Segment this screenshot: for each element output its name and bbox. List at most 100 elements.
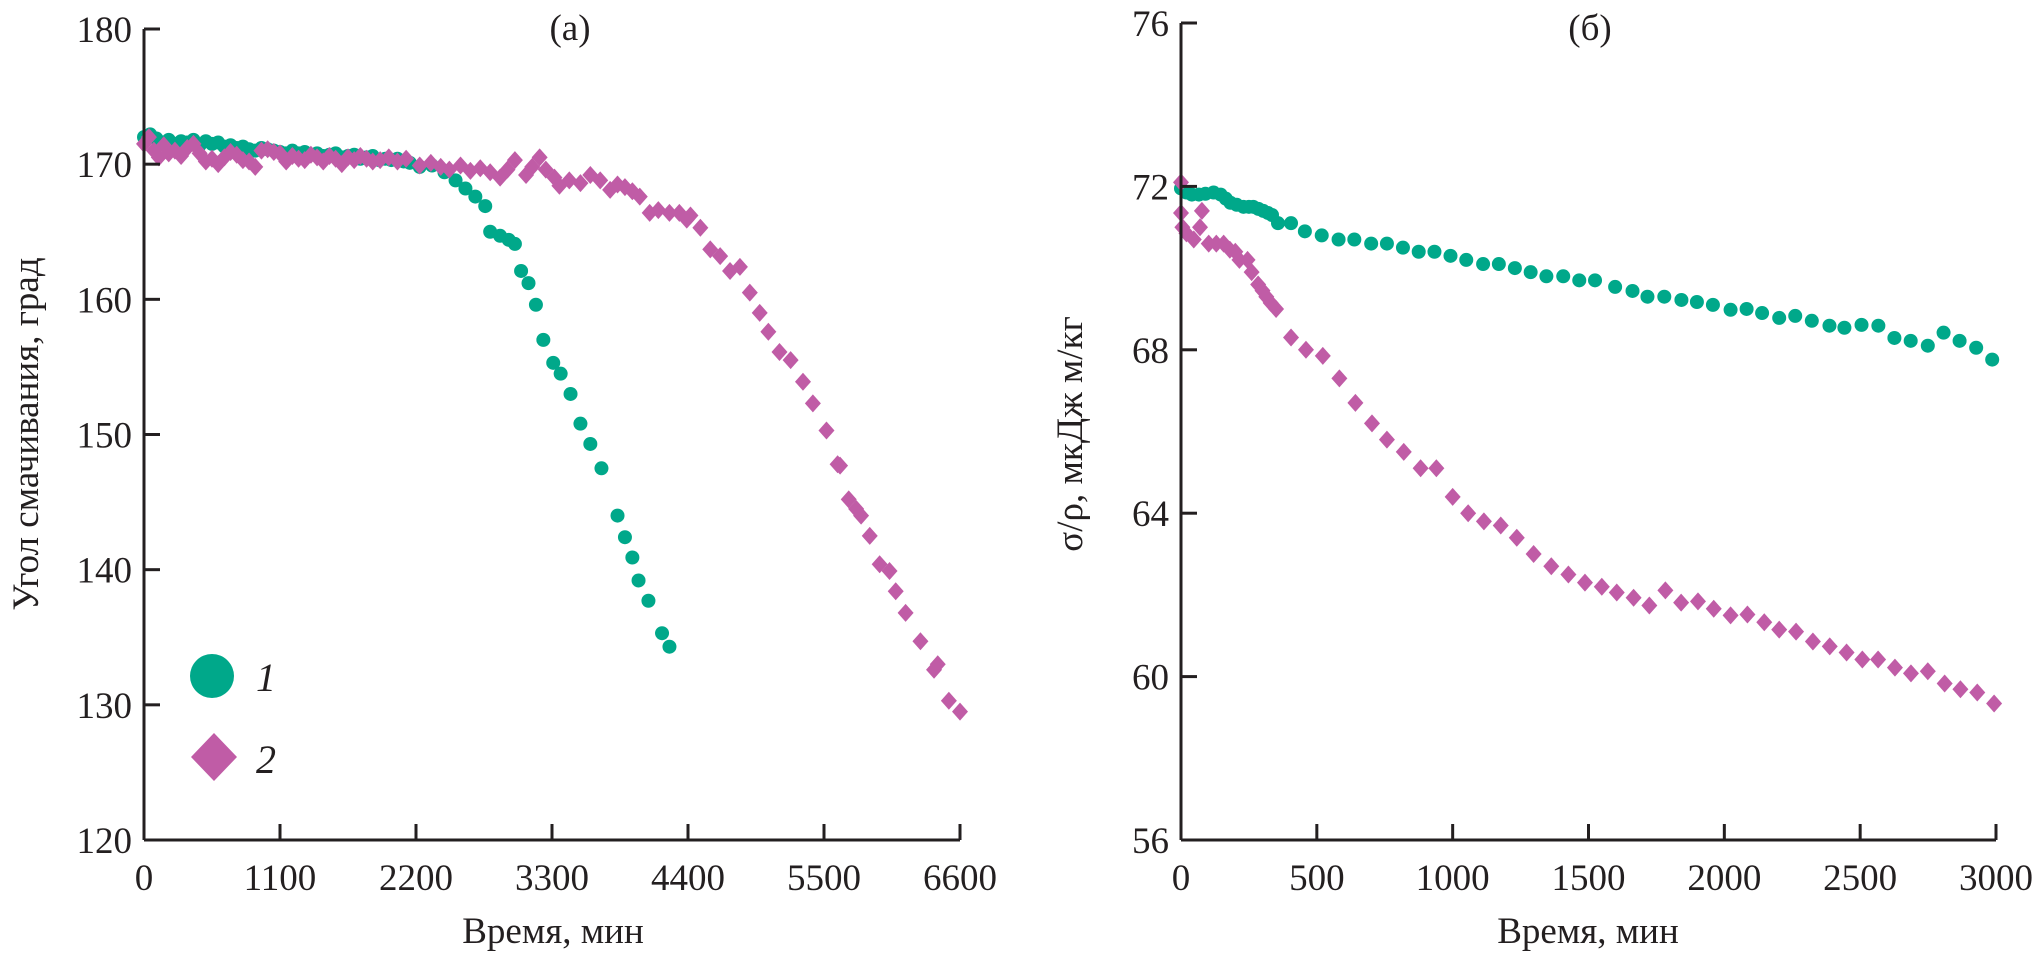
panel-a-series-2 <box>136 128 968 721</box>
panel-a-series-2-point <box>832 456 849 475</box>
panel-b-series-1-point <box>1969 340 1984 355</box>
panel-a-y-tick-label: 170 <box>77 145 133 186</box>
panel-b-y-axis-title: σ/ρ, мкДж м/кг <box>1050 316 1091 551</box>
panel-a-series-2-point <box>506 151 523 170</box>
panel-b-series-2-point <box>1902 664 1919 683</box>
panel-a-x-tick-label: 3300 <box>515 858 589 899</box>
panel-b-series-1-point <box>1539 269 1554 284</box>
panel-a-y-tick-label: 160 <box>77 280 133 321</box>
panel-a-series-1-point <box>553 366 568 381</box>
panel-a-y-axis-title: Угол смачивания, град <box>6 257 47 610</box>
panel-b-series-1 <box>1174 181 2000 367</box>
panel-b-series-1-point <box>1705 297 1720 312</box>
panel-b-series-2-point <box>1641 596 1658 615</box>
panel-b-x-tick-label: 1500 <box>1552 858 1626 899</box>
panel-b-series-2-point <box>1705 599 1722 618</box>
panel-b-series-2-point <box>1283 328 1300 347</box>
panel-b-series-1-point <box>1920 338 1935 353</box>
panel-b-series-2-point <box>1576 573 1593 592</box>
panel-b-series-1-point <box>1476 257 1491 272</box>
panel-a-x-tick-label: 6600 <box>923 858 997 899</box>
panel-a-series-2-point <box>897 603 914 622</box>
panel-b-series-1-point <box>1788 308 1803 323</box>
panel-b-series-1-point <box>1723 302 1738 317</box>
panel-a-series-2-point <box>661 203 678 222</box>
panel-b-series-1-point <box>1379 236 1394 251</box>
panel-b-series-1-point <box>1625 283 1640 298</box>
panel-a-y-tick-label: 180 <box>77 10 133 51</box>
panel-b-series-2-point <box>1331 369 1348 388</box>
panel-a-series-2-point <box>682 206 699 225</box>
panel-b-x-tick-label: 2500 <box>1823 858 1897 899</box>
panel-a-series-2-point <box>561 171 578 190</box>
panel-b-x-tick-label: 0 <box>1172 858 1191 899</box>
legend-label-2: 2 <box>256 737 276 782</box>
panel-b-series-2-point <box>1986 694 2003 713</box>
panel-b-series-2-point <box>1969 683 1986 702</box>
panel-b-series-2-point <box>1560 565 1577 584</box>
panel-b-series-2-point <box>1771 620 1788 639</box>
panel-b-series-1-point <box>1674 292 1689 307</box>
panel-a-label: (а) <box>549 8 590 49</box>
panel-b-series-2-point <box>1821 637 1838 656</box>
panel-b-series-2-point <box>1543 557 1560 576</box>
panel-b-series-1-point <box>1411 244 1426 259</box>
panel-a-marks <box>136 127 968 721</box>
panel-b-series-2-point <box>1739 605 1756 624</box>
panel-b-series-2-point <box>1395 442 1412 461</box>
panel-a-y-tick-label: 130 <box>77 686 133 727</box>
panel-b-series-2-point <box>1854 650 1871 669</box>
panel-b-series-2-point <box>1314 346 1331 365</box>
panel-b-series-2-point <box>1952 680 1969 699</box>
panel-b-series-2-point <box>1378 430 1395 449</box>
panel-b-x-tick-label: 3000 <box>1959 858 2033 899</box>
panel-b-series-1-point <box>1572 273 1587 288</box>
panel-b-series-1-point <box>1427 244 1442 259</box>
panel-a-series-2-point <box>741 283 758 302</box>
panel-a-series-1-point <box>563 386 578 401</box>
panel-a-series-1-point <box>617 530 632 545</box>
panel-b-series-1-point <box>1804 313 1819 328</box>
panel-a-series-1-point <box>655 626 670 641</box>
panel-a-series-2-point <box>861 526 878 545</box>
panel-a-series-1-point <box>528 297 543 312</box>
panel-b-series-1-point <box>1837 320 1852 335</box>
panel-a-series-1-point <box>625 550 640 565</box>
panel-b-series-2-point <box>1886 658 1903 677</box>
panel-a-series-1-point <box>641 593 656 608</box>
panel-b-series-2-point <box>1508 528 1525 547</box>
panel-b-series-2-point <box>1756 613 1773 632</box>
panel-b-series-2-point <box>1444 487 1461 506</box>
panel-b-label: (б) <box>1568 8 1611 49</box>
panel-a-series-1-point <box>521 276 536 291</box>
panel-a-y-tick-label: 140 <box>77 551 133 592</box>
panel-a-series-2-point <box>782 351 799 370</box>
panel-a-series-2-point <box>247 157 264 176</box>
panel-a-series-2-point <box>929 655 946 674</box>
panel-a-series-2-point <box>572 174 589 193</box>
panel-a-series-1-point <box>573 416 588 431</box>
panel-b-series-1-point <box>1443 248 1458 263</box>
panel-b-series-2-point <box>1593 577 1610 596</box>
panel-b-series-1-point <box>1985 352 2000 367</box>
panel-a-x-tick-label: 5500 <box>787 858 861 899</box>
panel-a-series-1-point <box>594 461 609 476</box>
panel-b-series-1-point <box>1347 232 1362 247</box>
panel-b-series-1-point <box>1640 289 1655 304</box>
panel-b-series-1-point <box>1657 289 1672 304</box>
panel-b-series-1-point <box>1952 333 1967 348</box>
panel-a-series-1-point <box>662 639 677 654</box>
panel-a-x-tick-label: 2200 <box>379 858 453 899</box>
panel-a-series-2-point <box>760 322 777 341</box>
legend-label-1: 1 <box>256 655 276 700</box>
legend-marker-circle <box>190 654 234 698</box>
panel-b-series-2-point <box>1919 662 1936 681</box>
panel-b-series-2-point <box>1492 516 1509 535</box>
panel-b-y-tick-label: 76 <box>1132 4 1169 45</box>
panel-b-series-1-point <box>1314 228 1329 243</box>
panel-a-series-1-point <box>468 189 483 204</box>
panel-b-series-1-point <box>1903 333 1918 348</box>
panel-a-series-1-point <box>546 355 561 370</box>
panel-a-series-1-point <box>610 508 625 523</box>
panel-b-series-2-point <box>1412 459 1429 478</box>
